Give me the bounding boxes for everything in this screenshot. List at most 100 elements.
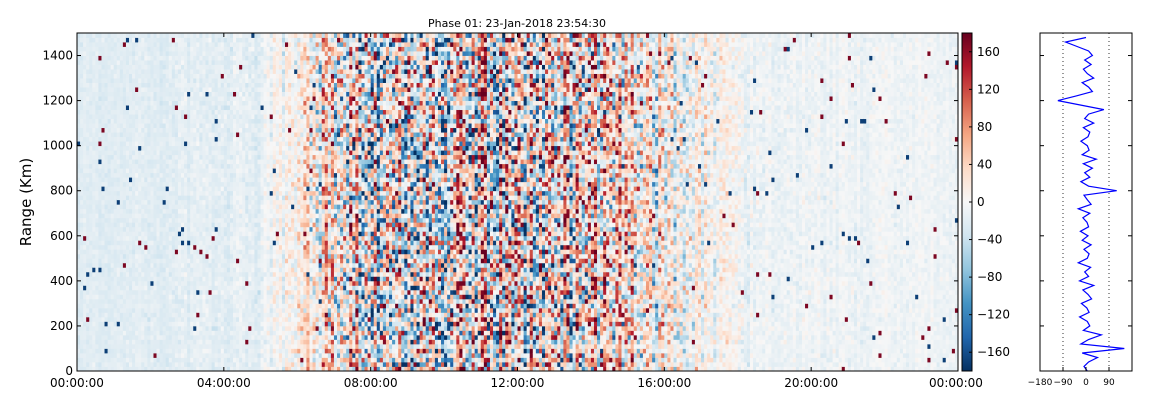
heatmap-cell — [202, 235, 206, 241]
heatmap-cell — [223, 357, 228, 363]
heatmap-cell — [260, 177, 264, 183]
heatmap-cell — [83, 298, 87, 304]
heatmap-cell — [113, 226, 118, 232]
heatmap-cell — [177, 91, 182, 97]
heatmap-cell — [141, 55, 145, 61]
heatmap-cell — [242, 141, 246, 147]
heatmap-cell — [272, 361, 277, 367]
heatmap-cell — [147, 343, 151, 349]
heatmap-cell — [187, 271, 191, 277]
heatmap-cell — [196, 258, 200, 264]
heatmap-cell — [159, 208, 164, 214]
heatmap-cell — [77, 312, 81, 318]
heatmap-cell — [208, 357, 212, 363]
heatmap-cell — [110, 159, 115, 165]
heatmap-cell — [95, 127, 99, 133]
heatmap-cell — [116, 132, 121, 138]
heatmap-cell — [251, 46, 255, 52]
heatmap-cell — [193, 46, 197, 52]
heatmap-cell — [193, 91, 197, 97]
heatmap-cell — [129, 316, 133, 322]
heatmap-cell — [233, 280, 237, 286]
heatmap-cell — [162, 208, 167, 214]
heatmap-cell — [95, 240, 99, 246]
heatmap-cell — [196, 366, 200, 372]
heatmap-cell — [89, 159, 93, 165]
heatmap-cell — [92, 339, 96, 345]
heatmap-cell — [181, 222, 185, 228]
heatmap-cell — [239, 51, 243, 56]
heatmap-cell — [184, 213, 188, 219]
heatmap-cell — [226, 33, 231, 38]
heatmap-cell — [223, 118, 228, 124]
heatmap-cell — [181, 249, 185, 255]
heatmap-cell — [104, 303, 108, 309]
heatmap-cell — [113, 127, 118, 133]
heatmap-cell — [156, 222, 160, 228]
heatmap-cell — [202, 204, 206, 210]
heatmap-cell — [229, 195, 234, 201]
heatmap-cell — [138, 330, 142, 336]
heatmap-cell — [272, 127, 277, 133]
heatmap-cell — [165, 348, 170, 354]
heatmap-cell — [254, 109, 258, 115]
heatmap-cell — [229, 298, 234, 304]
heatmap-cell — [214, 289, 219, 295]
heatmap-cell — [147, 303, 151, 309]
heatmap-cell — [196, 69, 200, 74]
heatmap-cell — [190, 51, 194, 56]
heatmap-cell — [190, 361, 194, 367]
heatmap-cell — [187, 280, 191, 286]
heatmap-cell — [77, 366, 81, 372]
heatmap-cell — [110, 217, 115, 223]
heatmap-cell — [95, 262, 99, 268]
heatmap-cell — [89, 177, 93, 183]
heatmap-cell — [83, 222, 87, 228]
heatmap-cell — [217, 204, 222, 210]
heatmap-cell — [199, 154, 203, 160]
heatmap-cell — [263, 289, 268, 295]
heatmap-cell — [266, 249, 271, 255]
heatmap-cell — [187, 150, 191, 156]
heatmap-cell — [217, 303, 222, 309]
heatmap-cell — [174, 222, 179, 228]
heatmap-cell — [208, 195, 212, 201]
heatmap-cell — [245, 123, 249, 129]
heatmap-cell — [239, 253, 243, 259]
heatmap-cell — [156, 312, 160, 318]
heatmap-cell — [184, 154, 188, 160]
heatmap-cell — [214, 190, 219, 196]
heatmap-cell — [193, 285, 197, 291]
heatmap-cell — [211, 204, 216, 210]
heatmap-cell — [141, 33, 145, 38]
heatmap-cell — [263, 69, 268, 74]
heatmap-cell — [217, 127, 222, 133]
heatmap-cell — [110, 145, 115, 151]
heatmap-cell — [80, 150, 84, 156]
heatmap-cell — [214, 339, 219, 345]
heatmap-cell — [184, 199, 188, 205]
heatmap-cell — [190, 352, 194, 358]
heatmap-cell — [92, 91, 96, 97]
heatmap-cell — [168, 163, 173, 169]
heatmap-cell — [168, 316, 173, 322]
heatmap-cell — [171, 240, 176, 246]
heatmap-cell — [101, 199, 105, 205]
heatmap-cell — [153, 96, 157, 101]
heatmap-cell — [80, 226, 84, 232]
heatmap-cell — [174, 276, 179, 282]
heatmap-cell — [223, 343, 228, 349]
heatmap-cell — [147, 348, 151, 354]
heatmap-cell — [83, 258, 87, 264]
heatmap-cell — [147, 204, 151, 210]
heatmap-cell — [239, 78, 243, 83]
heatmap-cell — [110, 55, 115, 61]
heatmap-cell — [104, 235, 108, 241]
heatmap-cell — [266, 186, 271, 192]
heatmap-cell — [214, 208, 219, 214]
heatmap-cell — [104, 64, 108, 70]
heatmap-cell — [251, 37, 255, 43]
heatmap-cell — [202, 46, 206, 52]
heatmap-cell — [138, 73, 142, 79]
heatmap-cell — [125, 141, 130, 147]
